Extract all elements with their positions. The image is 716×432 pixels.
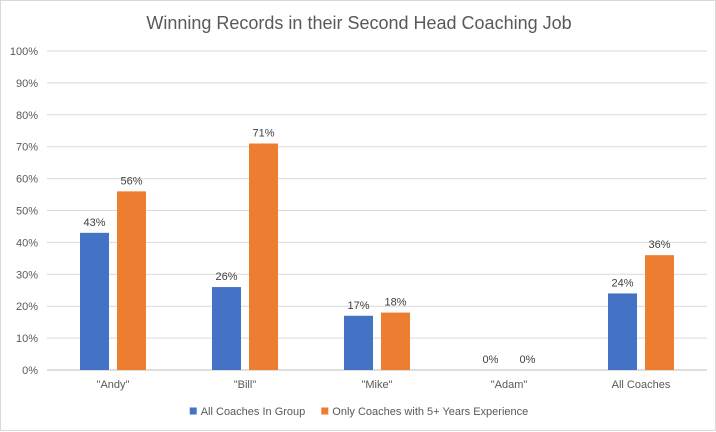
y-tick-label: 90% [16, 78, 38, 90]
x-tick-label: All Coaches [612, 379, 671, 391]
data-label: 0% [483, 354, 499, 366]
y-tick-label: 60% [16, 174, 38, 186]
data-label: 0% [520, 354, 536, 366]
bar [381, 312, 410, 370]
legend-label: Only Coaches with 5+ Years Experience [332, 406, 528, 418]
y-tick-label: 40% [16, 237, 38, 249]
legend-label: All Coaches In Group [201, 406, 306, 418]
bar [645, 255, 674, 370]
legend-swatch [321, 407, 329, 415]
bar [249, 143, 278, 370]
data-label: 17% [347, 300, 369, 312]
x-tick-label: "Mike" [361, 379, 392, 391]
y-tick-label: 70% [16, 142, 38, 154]
y-tick-label: 20% [16, 301, 38, 313]
chart-title: Winning Records in their Second Head Coa… [146, 13, 572, 33]
legend-swatch [189, 407, 197, 415]
y-tick-label: 0% [22, 365, 38, 377]
bar [344, 315, 373, 370]
bar [608, 293, 637, 370]
y-tick-label: 30% [16, 269, 38, 281]
y-tick-label: 10% [16, 333, 38, 345]
y-tick-label: 100% [10, 46, 38, 58]
data-label: 71% [252, 128, 274, 140]
x-tick-label: "Adam" [491, 379, 528, 391]
bar [117, 191, 146, 370]
bar [212, 287, 241, 370]
bar [80, 232, 109, 370]
data-label: 26% [215, 271, 237, 283]
data-label: 56% [120, 175, 142, 187]
y-tick-label: 80% [16, 110, 38, 122]
x-tick-label: "Bill" [234, 379, 257, 391]
data-label: 36% [648, 239, 670, 251]
data-label: 24% [611, 277, 633, 289]
y-tick-label: 50% [16, 206, 38, 218]
data-label: 43% [83, 217, 105, 229]
x-tick-label: "Andy" [97, 379, 130, 391]
data-label: 18% [384, 297, 406, 309]
